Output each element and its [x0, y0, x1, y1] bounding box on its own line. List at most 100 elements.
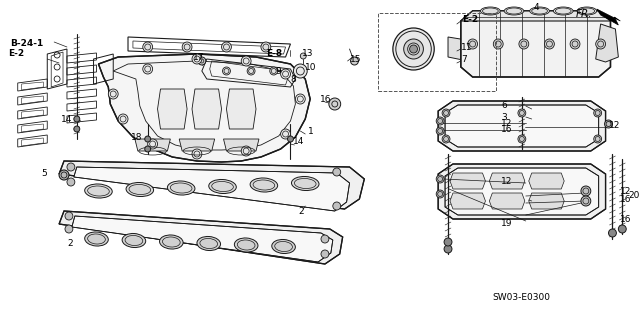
Circle shape — [198, 57, 206, 65]
Ellipse shape — [577, 7, 596, 15]
Text: 1: 1 — [308, 128, 314, 137]
Text: 2: 2 — [67, 240, 72, 249]
Circle shape — [436, 127, 444, 135]
Circle shape — [493, 39, 503, 49]
Text: 12: 12 — [620, 187, 632, 196]
Circle shape — [280, 129, 291, 139]
Polygon shape — [157, 89, 187, 129]
Text: 14: 14 — [61, 115, 72, 123]
Polygon shape — [135, 139, 170, 151]
Circle shape — [518, 109, 526, 117]
Text: 2: 2 — [298, 206, 304, 216]
Ellipse shape — [159, 235, 183, 249]
Polygon shape — [223, 139, 259, 151]
Polygon shape — [490, 173, 525, 189]
Circle shape — [223, 67, 230, 75]
Circle shape — [300, 53, 306, 59]
Polygon shape — [179, 139, 214, 151]
Ellipse shape — [272, 240, 296, 254]
Polygon shape — [461, 11, 611, 21]
Circle shape — [436, 117, 444, 125]
Text: 10: 10 — [305, 63, 317, 72]
Text: 8: 8 — [291, 76, 296, 85]
Text: 16: 16 — [620, 195, 632, 204]
Circle shape — [67, 163, 75, 171]
Text: 11: 11 — [461, 42, 472, 51]
Ellipse shape — [168, 181, 195, 195]
Text: 5: 5 — [42, 169, 47, 179]
Text: 19: 19 — [501, 219, 513, 227]
Ellipse shape — [197, 236, 221, 250]
Circle shape — [596, 39, 605, 49]
Text: 14: 14 — [293, 137, 305, 146]
Circle shape — [351, 57, 358, 65]
Circle shape — [241, 56, 251, 66]
Circle shape — [570, 39, 580, 49]
Ellipse shape — [209, 180, 236, 194]
Circle shape — [241, 146, 251, 156]
Circle shape — [270, 67, 278, 75]
Ellipse shape — [122, 234, 146, 248]
Circle shape — [296, 94, 305, 104]
Circle shape — [519, 39, 529, 49]
Text: 12: 12 — [501, 176, 513, 186]
Text: 3: 3 — [501, 113, 507, 122]
Polygon shape — [74, 167, 349, 211]
Circle shape — [182, 42, 192, 52]
Polygon shape — [99, 54, 310, 162]
Ellipse shape — [554, 7, 573, 15]
Ellipse shape — [504, 7, 524, 15]
Polygon shape — [450, 193, 485, 209]
Text: 6: 6 — [501, 100, 507, 109]
Circle shape — [65, 212, 73, 220]
Text: 18: 18 — [131, 132, 143, 142]
Circle shape — [67, 178, 75, 186]
Polygon shape — [227, 89, 256, 129]
Circle shape — [287, 136, 293, 142]
Polygon shape — [596, 24, 618, 62]
Text: FR.: FR. — [576, 9, 593, 19]
Text: 16: 16 — [501, 125, 513, 135]
Circle shape — [118, 114, 128, 124]
Circle shape — [594, 135, 602, 143]
Ellipse shape — [234, 238, 258, 252]
Polygon shape — [461, 11, 611, 77]
Polygon shape — [448, 37, 483, 61]
Ellipse shape — [404, 39, 424, 59]
Ellipse shape — [291, 176, 319, 190]
Text: SW03-E0300: SW03-E0300 — [492, 293, 550, 301]
Circle shape — [65, 225, 73, 233]
Circle shape — [594, 109, 602, 117]
Polygon shape — [445, 168, 598, 215]
Polygon shape — [490, 193, 525, 209]
Text: 17: 17 — [193, 54, 205, 63]
Circle shape — [545, 39, 554, 49]
Polygon shape — [529, 173, 564, 189]
Text: 16: 16 — [320, 94, 332, 103]
Text: 9: 9 — [276, 68, 282, 77]
Circle shape — [442, 135, 450, 143]
Polygon shape — [596, 9, 620, 25]
Text: 12: 12 — [609, 121, 620, 130]
Text: 4: 4 — [534, 3, 540, 11]
Circle shape — [618, 225, 626, 233]
Polygon shape — [529, 193, 564, 209]
Circle shape — [605, 120, 612, 128]
Circle shape — [108, 89, 118, 99]
Text: E-2: E-2 — [462, 14, 478, 24]
Ellipse shape — [393, 28, 434, 70]
Text: 12: 12 — [501, 118, 513, 128]
Circle shape — [192, 54, 202, 64]
Polygon shape — [192, 89, 221, 129]
Text: 13: 13 — [302, 49, 314, 58]
Text: 7: 7 — [461, 56, 467, 64]
Text: E-2: E-2 — [8, 49, 24, 58]
Ellipse shape — [530, 7, 549, 15]
Circle shape — [261, 42, 271, 52]
Circle shape — [442, 109, 450, 117]
Circle shape — [436, 190, 444, 198]
Circle shape — [321, 235, 329, 243]
Bar — [378, 13, 496, 91]
Circle shape — [74, 126, 80, 132]
Polygon shape — [445, 105, 598, 147]
